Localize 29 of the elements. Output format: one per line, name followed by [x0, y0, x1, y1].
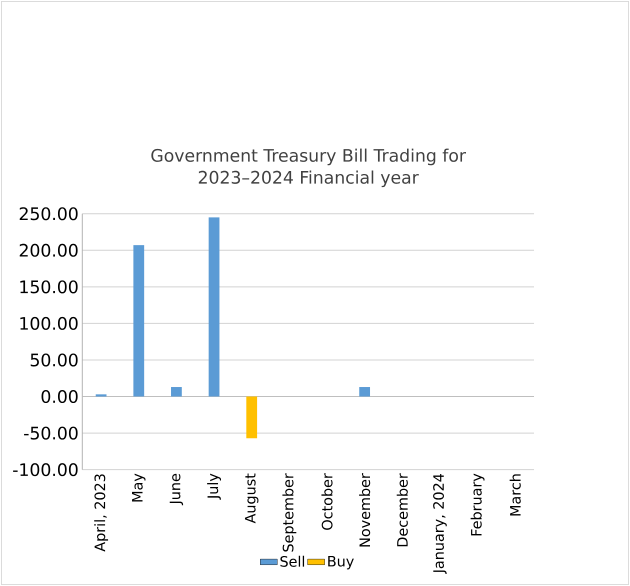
x-tick-label: February [470, 474, 485, 536]
x-tick-label: May [132, 474, 146, 502]
bar [208, 217, 220, 397]
x-tick-label: October [321, 473, 333, 530]
x-tick-label: June [170, 474, 184, 506]
y-tick-label: 0.00 [42, 390, 78, 404]
bar [96, 394, 107, 397]
y-tick-label: 150.00 [20, 280, 78, 294]
x-tick-label: August [244, 474, 258, 524]
x-tick-label: April, 2023 [94, 474, 108, 552]
y-tick-label: 250.00 [20, 207, 78, 220]
y-tick-label: -50.00 [24, 426, 78, 440]
y-tick-label: 50.00 [30, 353, 78, 366]
y-tick-label: -100.00 [13, 463, 78, 476]
y-tick-label: 100.00 [20, 316, 78, 330]
legend-label: Sell [280, 556, 304, 567]
x-tick-label: January, 2024 [433, 474, 447, 574]
bar [359, 387, 370, 397]
bar [246, 396, 258, 438]
x-tick-label: July [207, 474, 222, 500]
x-tick-label: November [359, 473, 370, 546]
bar [133, 245, 144, 397]
x-tick-label: March [510, 474, 521, 516]
bar [171, 387, 182, 397]
chart-title: Government Treasury Bill Trading for 2023–2024 Financial year [151, 148, 466, 188]
x-tick-label: September [282, 473, 296, 552]
y-tick-label: 200.00 [20, 244, 78, 257]
x-tick-label: December [396, 473, 408, 546]
legend-label: Buy [328, 556, 354, 570]
